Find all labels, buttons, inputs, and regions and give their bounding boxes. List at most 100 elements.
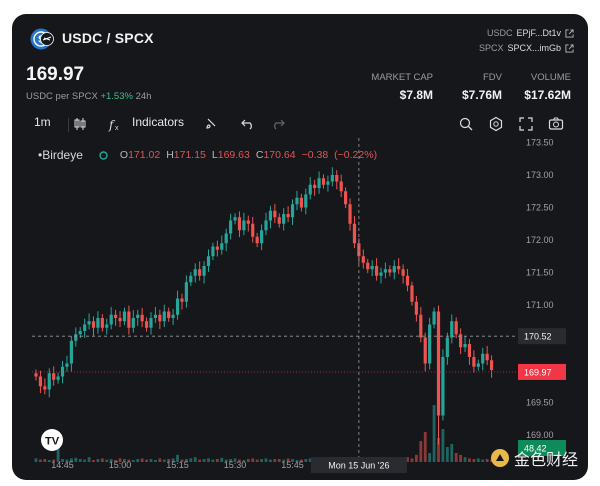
- y-tick-label: 169.00: [526, 430, 554, 440]
- toolbar-divider: [68, 118, 69, 132]
- y-tick-label: 173.50: [526, 138, 554, 148]
- current-price: 169.97: [26, 64, 85, 85]
- volume-bar: [198, 459, 202, 462]
- volume-bar: [100, 458, 104, 462]
- volume-bar: [43, 459, 47, 462]
- volume-bar: [211, 459, 215, 462]
- brush-icon[interactable]: [204, 116, 220, 132]
- candle-body: [162, 311, 166, 322]
- volume-bar: [34, 458, 38, 462]
- candle-body: [282, 214, 286, 224]
- candle-body: [131, 318, 135, 328]
- fx-icon[interactable]: f x: [108, 116, 124, 132]
- candle-body: [432, 311, 436, 325]
- usdc-address-value[interactable]: EPjF...Dt1v: [516, 28, 561, 38]
- volume-bar: [109, 459, 113, 462]
- settings-gear-icon[interactable]: [488, 116, 504, 132]
- market-cap-label: MARKET CAP: [371, 72, 433, 83]
- volume-bar: [131, 460, 135, 462]
- candle-body: [383, 269, 388, 273]
- volume-bar: [481, 459, 485, 462]
- price-chart[interactable]: 173.50 173.00 172.50 172.00 171.50 171.00 169.…: [12, 138, 588, 480]
- last-price-tag: [518, 363, 566, 380]
- interval-button[interactable]: 1m: [34, 115, 51, 129]
- volume-bar: [78, 459, 82, 462]
- zoom-search-icon[interactable]: [458, 116, 474, 132]
- candle-body: [410, 285, 414, 302]
- candle-body: [286, 214, 290, 218]
- candle-body: [38, 376, 43, 387]
- candle-body: [246, 220, 250, 224]
- volume-bar: [264, 458, 268, 462]
- fdv-value: $7.76M: [461, 88, 502, 102]
- indicators-button[interactable]: Indicators: [132, 115, 185, 129]
- candle-body: [136, 314, 140, 318]
- visibility-eye-icon[interactable]: [99, 150, 108, 160]
- chart-svg[interactable]: 173.50 173.00 172.50 172.00 171.50 171.00 169.…: [12, 138, 588, 480]
- redo-icon[interactable]: [270, 116, 286, 132]
- crosshair-y-label: 170.52: [524, 332, 552, 342]
- camera-icon[interactable]: [548, 116, 564, 132]
- volume-bar: [202, 459, 206, 462]
- volume-bar: [463, 457, 467, 462]
- volume-bar: [255, 459, 259, 462]
- volume-bar: [251, 458, 255, 462]
- legend-low-label: L: [211, 149, 218, 161]
- candle-body: [47, 373, 51, 390]
- candle-body: [321, 178, 326, 185]
- volume-bar: [136, 459, 140, 462]
- candle-body: [229, 220, 233, 234]
- external-link-icon[interactable]: [565, 43, 574, 53]
- candle-body: [414, 301, 418, 315]
- legend-brand: •Birdeye: [38, 148, 83, 162]
- spcx-address-value[interactable]: SPCX...imGb: [507, 43, 561, 53]
- candle-body: [34, 373, 38, 377]
- candle-body: [65, 363, 69, 367]
- candle-body: [326, 181, 330, 185]
- candle-body: [463, 344, 467, 348]
- candle-body: [423, 337, 427, 364]
- candle-body: [158, 314, 162, 322]
- legend-close: 170.64: [263, 149, 296, 161]
- volume-bar: [445, 447, 449, 462]
- volume-tag-label: 48.42: [524, 444, 547, 454]
- svg-text:TV: TV: [45, 436, 60, 448]
- external-link-icon[interactable]: [565, 28, 574, 38]
- volume-bar: [459, 454, 463, 462]
- volume-bar: [158, 458, 162, 462]
- candle-body: [202, 266, 206, 276]
- undo-icon[interactable]: [240, 116, 256, 132]
- last-price-label: 169.97: [524, 367, 552, 377]
- volume-bar: [83, 459, 87, 462]
- volume-bar: [47, 460, 51, 462]
- volume-bar: [52, 459, 56, 462]
- volume-bar: [140, 458, 144, 462]
- candle-body: [251, 223, 255, 237]
- fdv-label: FDV: [483, 72, 502, 83]
- candle-body: [397, 266, 401, 270]
- candle-body: [485, 353, 489, 361]
- candlestick-type-icon[interactable]: [72, 116, 88, 132]
- volume-bar: [260, 459, 263, 462]
- volume-bar: [286, 458, 290, 462]
- candle-body: [189, 275, 193, 283]
- usdc-address-row[interactable]: USDC EPjF...Dt1v: [487, 28, 574, 38]
- candle-body: [304, 194, 308, 208]
- fullscreen-icon[interactable]: [518, 116, 534, 132]
- candle-body: [273, 210, 277, 218]
- volume-bar: [468, 458, 471, 462]
- candle-body: [388, 269, 392, 273]
- candle-body: [215, 246, 219, 250]
- candle-body: [105, 324, 109, 328]
- volume-bar: [246, 459, 250, 462]
- volume-bar: [308, 458, 312, 462]
- chart-toolbar: 1m f x Indicators: [12, 110, 588, 138]
- pair-title[interactable]: USDC / SPCX: [62, 30, 154, 46]
- volume-bar: [176, 454, 179, 462]
- legend-change-pct: (−0.22%): [334, 149, 378, 161]
- usdc-address-label: USDC: [486, 28, 513, 38]
- spcx-address-row[interactable]: SPCX SPCX...imGb: [479, 43, 574, 53]
- candle-body: [153, 314, 158, 318]
- candle-body: [290, 204, 295, 218]
- legend-close-label: C: [255, 149, 264, 161]
